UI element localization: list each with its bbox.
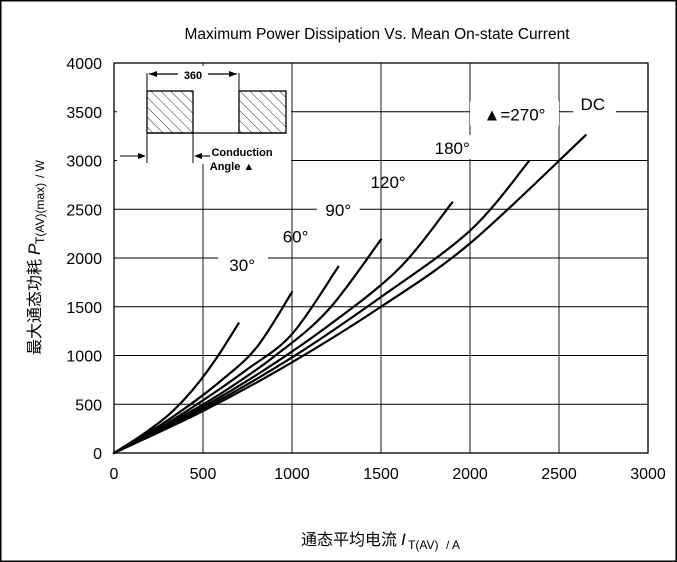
curve-DC: [112, 134, 587, 455]
y-tick-labels: 0 500 1000 1500 2000 2500 3000 3500 4000: [66, 56, 102, 463]
x-tick-label: 1000: [274, 466, 310, 483]
curve-label: 60°: [283, 228, 309, 247]
curve-label-background: [470, 101, 559, 126]
y-tick-label: 2500: [66, 202, 102, 219]
curve-label: 90°: [325, 201, 351, 220]
inset-caption-line1: Conduction: [211, 147, 272, 159]
y-axis-label-unit: / W: [33, 159, 47, 178]
y-axis-label-text: 最大通态功耗: [26, 259, 44, 355]
x-tick-label: 0: [110, 466, 119, 483]
curve-120°: [112, 238, 383, 455]
curve-label-background: [573, 90, 616, 115]
x-tick-label: 3000: [630, 466, 666, 483]
x-tick-labels: 0 500 1000 1500 2000 2500 3000: [110, 466, 666, 483]
y-tick-label: 3000: [66, 154, 102, 171]
curve-90°: [112, 265, 340, 455]
curve-label-background: [421, 134, 485, 159]
chart-title: Maximum Power Dissipation Vs. Mean On-st…: [184, 26, 570, 43]
x-axis-label-text: 通态平均电流: [301, 531, 397, 549]
x-axis-label-symbol: I: [401, 530, 406, 549]
curves: [112, 134, 587, 455]
conduction-angle-inset: 360 Conduction Angle ▲: [117, 66, 291, 173]
y-axis-label-subscript: T(AV)(max): [33, 183, 47, 244]
y-tick-label: 1000: [66, 349, 102, 366]
x-tick-label: 1500: [363, 466, 399, 483]
y-tick-label: 0: [93, 446, 102, 463]
curve-label: 180°: [435, 139, 470, 158]
x-tick-label: 2000: [452, 466, 488, 483]
curve-label: DC: [581, 95, 606, 114]
curve-label: ▲=270°: [484, 106, 546, 125]
curve-label: 30°: [229, 256, 255, 275]
curve-270°: [112, 160, 530, 455]
y-tick-label: 3500: [66, 105, 102, 122]
x-tick-label: 2500: [541, 466, 577, 483]
y-axis-label-symbol: P: [25, 243, 44, 255]
curve-label-background: [218, 251, 268, 276]
y-axis-label: 最大通态功耗 P T(AV)(max) / W: [25, 159, 47, 355]
x-axis-label-unit: / A: [446, 538, 460, 552]
curve-180°: [112, 201, 454, 455]
inset-pulse-1: [146, 90, 194, 134]
x-tick-label: 500: [190, 466, 217, 483]
curve-labels: 30° 60° 90° 120° 180° ▲=270° DC: [218, 90, 616, 276]
y-tick-label: 4000: [66, 56, 102, 73]
curve-60°: [112, 291, 294, 455]
x-axis-label-subscript: T(AV): [408, 538, 438, 552]
curve-label: 120°: [371, 173, 406, 192]
x-axis-label: 通态平均电流 I T(AV) / A: [301, 530, 460, 552]
y-tick-label: 1500: [66, 300, 102, 317]
y-tick-label: 500: [75, 397, 102, 414]
curve-label-background: [316, 197, 360, 222]
inset-pulse-2: [238, 90, 287, 134]
y-tick-label: 2000: [66, 251, 102, 268]
inset-caption-line2: Angle ▲: [210, 161, 255, 173]
inset-width-label: 360: [184, 70, 202, 82]
